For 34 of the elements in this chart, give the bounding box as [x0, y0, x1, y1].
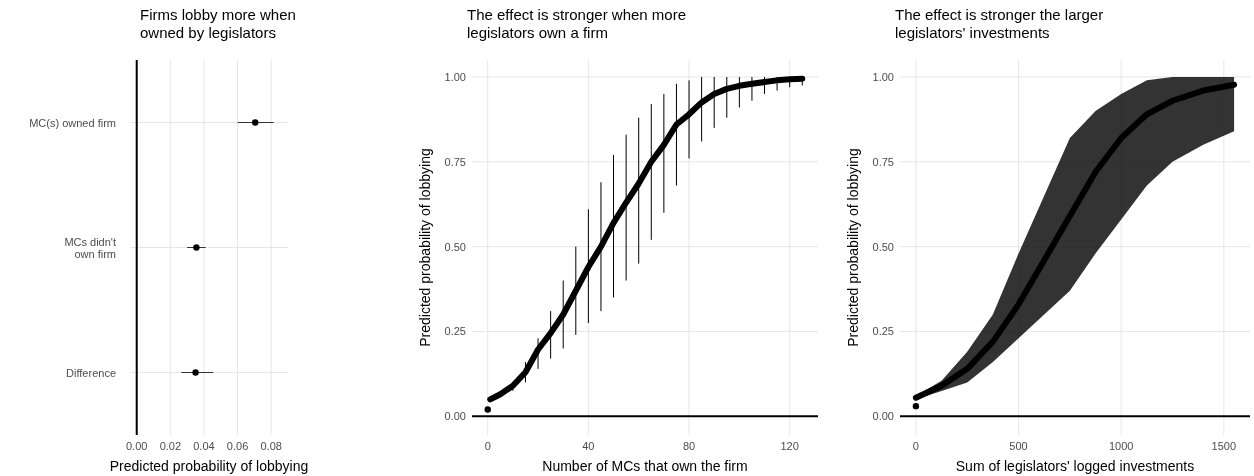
x-tick-label: 0.08: [260, 440, 282, 452]
x-axis-title: Number of MCs that own the firm: [542, 458, 748, 474]
y-tick-label: 0.25: [872, 325, 894, 338]
y-tick-label: 0.00: [444, 410, 466, 423]
x-tick-label: 80: [682, 440, 696, 452]
y-tick-label: 1.00: [872, 70, 894, 83]
y-tick-label: 0.25: [444, 325, 466, 338]
y-axis-title: Predicted probability of lobbying: [845, 148, 861, 347]
x-axis-title: Predicted probability of lobbying: [109, 458, 309, 474]
y-tick-label: 0.75: [872, 155, 894, 168]
y-tick-label: MCs didn't own firm: [64, 235, 116, 260]
y-tick-label: 0.50: [872, 240, 894, 253]
y-tick-label: 0.75: [444, 155, 466, 168]
x-tick-label: 0.06: [226, 440, 249, 452]
y-tick-label: Difference: [66, 366, 116, 379]
x-tick-label: 0.00: [126, 440, 148, 452]
x-tick-label: 0: [484, 440, 491, 452]
x-tick-label: 1000: [1108, 440, 1134, 452]
y-tick-label: 0.00: [872, 410, 894, 423]
y-tick-label: 0.50: [444, 240, 466, 253]
chart-title: The effect is stronger the larger legislators' investments: [895, 6, 1104, 41]
x-tick-label: 40: [582, 440, 595, 452]
x-tick-label: 1500: [1211, 440, 1237, 452]
chart-title: The effect is stronger when more legislators own a firm: [467, 6, 686, 41]
x-tick-label: 500: [1009, 440, 1028, 452]
x-tick-label: 0.04: [193, 440, 215, 452]
y-tick-label: MC(s) owned firm: [29, 116, 116, 129]
x-tick-label: 120: [780, 440, 799, 452]
y-axis-title: Predicted probability of lobbying: [417, 148, 433, 347]
y-tick-label: 1.00: [444, 70, 466, 83]
chart-title: Firms lobby more when owned by legislators: [140, 6, 296, 41]
x-tick-label: 0.02: [159, 440, 182, 452]
x-axis-title: Sum of legislators' logged investments: [955, 458, 1195, 474]
x-tick-label: 0: [912, 440, 919, 452]
